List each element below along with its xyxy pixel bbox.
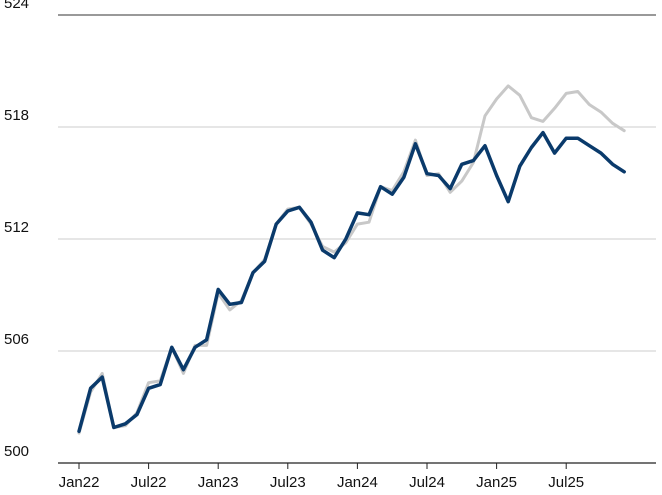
x-tick-label: Jan25	[476, 474, 517, 491]
y-tick-label: 512	[4, 219, 29, 236]
x-tick-label: Jan22	[59, 474, 100, 491]
x-tick-label: Jul25	[548, 474, 584, 491]
y-tick-label: 506	[4, 331, 29, 348]
axis-layer	[58, 462, 656, 469]
y-tick-label: 518	[4, 107, 29, 124]
series-layer	[77, 84, 626, 435]
label-layer: 500 506 512 518 524 Jan22 Jul22 Jan23 Jul23 Jan24…	[4, 0, 584, 491]
x-tick-label: Jan24	[337, 474, 378, 491]
x-tick-label: Jul22	[131, 474, 167, 491]
x-tick-label: Jan23	[198, 474, 239, 491]
x-tick-label: Jul23	[270, 474, 306, 491]
y-tick-label: 500	[4, 443, 29, 460]
grid-layer	[58, 14, 656, 352]
series-line-2	[77, 130, 626, 434]
y-tick-label: 524	[4, 0, 29, 12]
x-tick-label: Jul24	[409, 474, 445, 491]
